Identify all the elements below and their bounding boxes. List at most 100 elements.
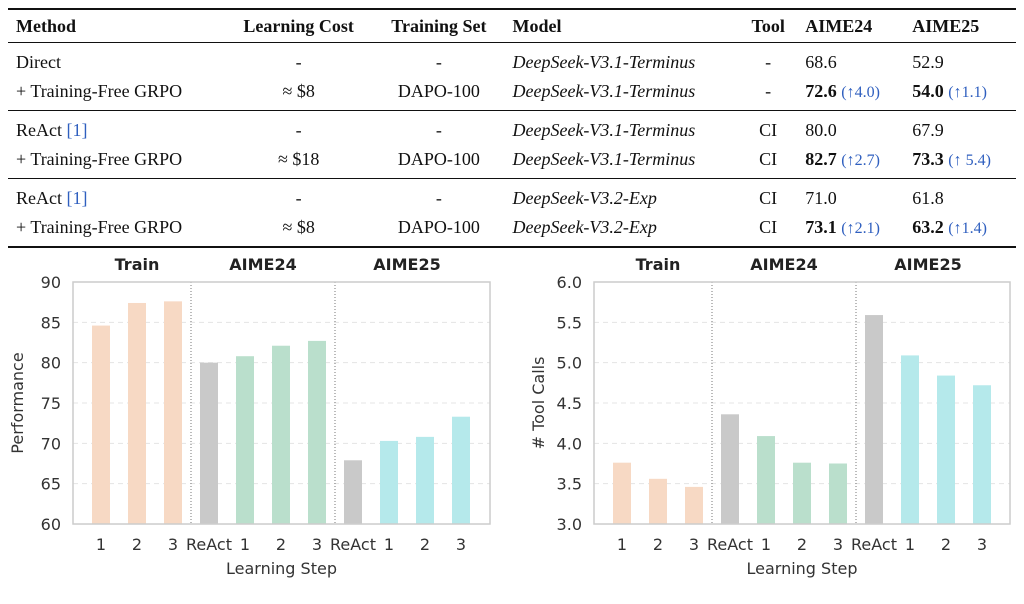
x-tick-label: 1: [240, 535, 250, 554]
bar-train-1: [613, 462, 631, 524]
aime25-delta: (↑1.1): [948, 84, 987, 101]
x-tick-label: 1: [905, 535, 915, 554]
bar-aime25-react: [344, 460, 362, 524]
x-axis-label: Learning Step: [747, 559, 858, 578]
bar-aime24-3: [829, 463, 847, 524]
bar-aime25-3: [973, 385, 991, 524]
x-tick-label: ReAct: [330, 535, 376, 554]
model-cell: DeepSeek-V3.2-Exp: [512, 188, 657, 208]
header-aime25: AIME25: [904, 9, 1016, 43]
method-text: ReAct: [16, 120, 62, 140]
bar-aime24-1: [236, 356, 254, 524]
bar-aime25-2: [937, 375, 955, 524]
method-cell: + Training-Free GRPO: [8, 145, 224, 179]
aime24-value: 73.1: [805, 217, 837, 237]
header-aime24: AIME24: [797, 9, 905, 43]
cost-cell: ≈ $8: [224, 77, 374, 111]
bar-train-3: [685, 486, 703, 524]
bar-aime25-1: [901, 355, 919, 524]
tool-cell: -: [739, 77, 798, 111]
bar-aime24-1: [757, 436, 775, 524]
y-axis-label: # Tool Calls: [529, 357, 548, 450]
aime24-cell: 72.6 (↑4.0): [797, 77, 905, 111]
header-training-set: Training Set: [373, 9, 505, 43]
table-row: + Training-Free GRPO ≈ $18 DAPO-100 DeepSee…: [8, 145, 1016, 179]
y-tick-label: 3.5: [557, 475, 582, 494]
y-tick-label: 70: [41, 434, 61, 453]
bar-aime25-2: [416, 436, 434, 524]
results-table: Method Learning Cost Training Set Model …: [8, 8, 1016, 248]
x-tick-label: 2: [653, 535, 663, 554]
group-title: Train: [636, 255, 681, 274]
method-text: + Training-Free GRPO: [16, 149, 183, 169]
table-header-row: Method Learning Cost Training Set Model …: [8, 9, 1016, 43]
cost-cell: ≈ $8: [282, 217, 315, 237]
header-learning-cost: Learning Cost: [224, 9, 374, 43]
aime24-cell: 68.6: [797, 43, 904, 78]
x-tick-label: 3: [689, 535, 699, 554]
cost-cell: -: [295, 120, 302, 140]
aime24-cell: 82.7 (↑2.7): [797, 145, 905, 179]
aime25-value: 54.0: [912, 81, 944, 101]
cost-cell: -: [295, 188, 302, 208]
y-axis-label: Performance: [8, 352, 27, 453]
aime25-value: 73.3: [912, 149, 944, 169]
x-tick-label: ReAct: [707, 535, 753, 554]
y-tick-label: 75: [41, 394, 61, 413]
x-tick-label: 3: [456, 535, 466, 554]
header-method: Method: [8, 9, 224, 43]
x-tick-label: 1: [617, 535, 627, 554]
group-title: AIME24: [229, 255, 296, 274]
aime24-value: 72.6: [805, 81, 837, 101]
aime25-value: 67.9: [912, 120, 944, 140]
bar-aime24-react: [200, 362, 218, 524]
charts: 60 65 70 75 80 85 90 1 2 3 ReAct 1 2 3 ReAct 1 2 3 Train AI…: [8, 255, 1011, 578]
y-tick-label: 85: [41, 313, 61, 332]
table-row: Direct - - DeepSeek-V3.1-Terminus - 68.6 52.9: [8, 43, 1016, 78]
training-set-cell: -: [435, 188, 442, 208]
x-tick-label: ReAct: [186, 535, 232, 554]
aime24-cell: 80.0: [797, 111, 904, 146]
aime24-delta: (↑2.7): [841, 152, 880, 169]
aime24-delta: (↑2.1): [841, 220, 880, 237]
x-tick-label: 3: [833, 535, 843, 554]
x-tick-label: 3: [168, 535, 178, 554]
bar-train-2: [649, 478, 667, 524]
table-row: + Training-Free GRPO ≈ $8 DAPO-100 DeepSeek…: [8, 213, 1016, 247]
y-tick-label: 3.0: [557, 515, 582, 534]
table-row: ReAct [1] - - DeepSeek-V3.1-Terminus CI 80.0 6…: [8, 111, 1016, 146]
model-cell: DeepSeek-V3.1-Terminus: [504, 145, 740, 179]
model-cell: DeepSeek-V3.1-Terminus: [512, 120, 696, 140]
y-tick-label: 60: [41, 515, 61, 534]
training-set-cell: DAPO-100: [373, 77, 505, 111]
table-row: + Training-Free GRPO ≈ $8 DAPO-100 DeepSeek…: [8, 77, 1016, 111]
tool-cell: CI: [759, 120, 778, 140]
bar-aime24-2: [793, 462, 811, 524]
method-cell: ReAct [1]: [8, 179, 224, 214]
citation-link[interactable]: [1]: [66, 188, 88, 208]
aime24-value: 80.0: [805, 120, 837, 140]
aime25-value: 52.9: [912, 52, 944, 72]
x-tick-label: 1: [384, 535, 394, 554]
aime24-cell: 73.1 (↑2.1): [797, 213, 904, 247]
y-tick-label: 4.5: [557, 394, 582, 413]
model-cell: DeepSeek-V3.1-Terminus: [512, 52, 696, 72]
group-title: AIME25: [894, 255, 961, 274]
aime25-delta: (↑1.4): [948, 220, 987, 237]
y-tick-label: 80: [41, 354, 61, 373]
aime24-cell: 71.0: [797, 179, 904, 214]
training-set-cell: DAPO-100: [373, 145, 505, 179]
group-title: AIME24: [750, 255, 817, 274]
aime25-value: 61.8: [912, 188, 944, 208]
method-text: Direct: [16, 52, 61, 72]
model-cell: DeepSeek-V3.2-Exp: [512, 217, 657, 237]
aime25-delta: (↑ 5.4): [948, 152, 991, 169]
citation-link[interactable]: [1]: [66, 120, 88, 140]
training-set-cell: -: [435, 120, 442, 140]
group-title: AIME25: [373, 255, 440, 274]
training-set-cell: -: [435, 52, 442, 72]
y-tick-label: 90: [41, 273, 61, 292]
bar-aime24-3: [308, 340, 326, 524]
aime24-value: 82.7: [805, 149, 837, 169]
y-tick-label: 65: [41, 475, 61, 494]
